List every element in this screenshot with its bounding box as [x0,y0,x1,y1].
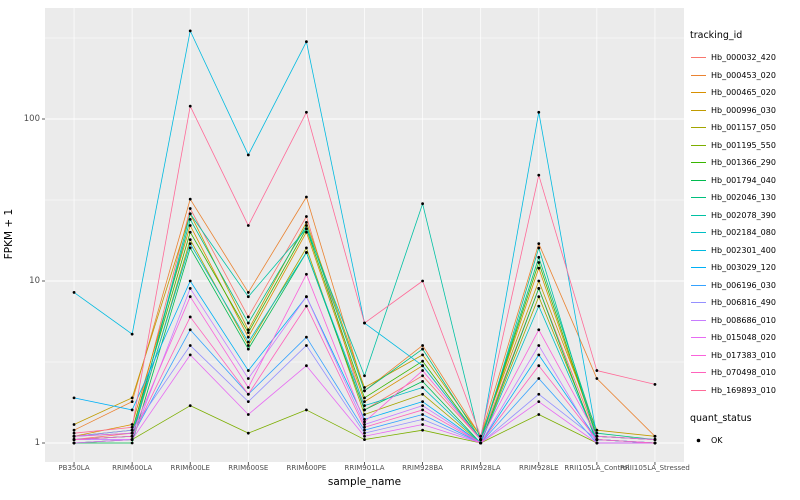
line-key-icon [691,337,706,339]
x-tick-label-RRIM600LE: RRIM600LE [170,464,210,472]
legend-item-Hb_000465_020: Hb_000465_020 [690,84,800,102]
x-axis-title: sample_name [327,476,402,488]
line-key-icon [691,372,706,374]
x-tick-label-PB350LA: PB350LA [58,464,90,472]
legend-item-Hb_002078_390: Hb_002078_390 [690,207,800,225]
x-tick-label-RRIM928LE: RRIM928LE [519,464,559,472]
legend-item-label: Hb_000996_030 [711,105,776,115]
legend-item-label: Hb_002046_130 [711,193,776,203]
line-key-icon [691,179,706,181]
data-points [72,29,657,445]
y-tick-label: 100 [23,114,40,124]
line-key-icon [691,214,706,216]
legend-item-label: Hb_006816_490 [711,298,776,308]
line-key-icon [691,267,706,269]
y-tick-label: 1 [34,438,40,448]
line-key-icon [691,249,706,251]
line-key-icon [691,162,706,164]
legend-item-Hb_001195_550: Hb_001195_550 [690,137,800,155]
legend-item-Hb_015048_020: Hb_015048_020 [690,329,800,347]
line-key-icon [691,57,706,59]
y-tick-label: 10 [29,276,40,286]
legend-item-Hb_000032_420: Hb_000032_420 [690,49,800,67]
legend-item-label: Hb_003029_120 [711,263,776,273]
x-tick-label-RRII105LA_Stressed: RRII105LA_Stressed [620,464,690,472]
legend-item-label: Hb_001366_290 [711,158,776,168]
line-key-icon [691,74,706,76]
legend-item-Hb_006816_490: Hb_006816_490 [690,294,800,312]
legend-item-label: Hb_002301_400 [711,245,776,255]
legend-item-Hb_003029_120: Hb_003029_120 [690,259,800,277]
ok-point-key-icon [696,438,701,443]
x-tick-label-RRIM928BA: RRIM928BA [402,464,443,472]
line-key-icon [691,127,706,129]
line-key-icon [691,319,706,321]
line-key-icon [691,232,706,234]
x-tick-label-RRIM600LA: RRIM600LA [112,464,153,472]
x-tick-label-RRIM600PE: RRIM600PE [286,464,327,472]
legend-item-Hb_001366_290: Hb_001366_290 [690,154,800,172]
legend-item-label: Hb_000453_020 [711,70,776,80]
x-tick-label-RRIM600SE: RRIM600SE [228,464,269,472]
legend-item-label: OK [711,436,723,446]
line-key-icon [691,197,706,199]
legend-item-label: Hb_001195_550 [711,140,776,150]
legend-item-Hb_006196_030: Hb_006196_030 [690,277,800,295]
legend-item-Hb_017383_010: Hb_017383_010 [690,347,800,365]
legend-title-tracking-id: tracking_id [690,30,743,41]
line-key-icon [691,354,706,356]
legend-item-label: Hb_002184_080 [711,228,776,238]
legend-item-label: Hb_015048_020 [711,333,776,343]
line-key-icon [691,389,706,391]
legend-item-Hb_002046_130: Hb_002046_130 [690,189,800,207]
line-key-icon [691,92,706,94]
legend-item-label: Hb_001794_040 [711,175,776,185]
legend-item-label: Hb_001157_050 [711,123,776,133]
legend-item-label: Hb_169893_010 [711,385,776,395]
legend: tracking_id Hb_000032_420 Hb_000453_020 Hb… [690,30,800,450]
axis-ticks [42,118,656,465]
line-key-icon [691,302,706,304]
line-key-icon [691,144,706,146]
x-tick-label-RRIM928LA: RRIM928LA [460,464,501,472]
y-axis-title: FPKM + 1 [3,208,15,260]
legend-item-label: Hb_070498_010 [711,368,776,378]
line-key-icon [691,284,706,286]
legend-item-Hb_008686_010: Hb_008686_010 [690,312,800,330]
legend-item-Hb_070498_010: Hb_070498_010 [690,364,800,382]
legend-item-ok: OK [690,432,800,450]
x-tick-label-RRII105LA_Control: RRII105LA_Control [564,464,630,472]
legend-item-Hb_001794_040: Hb_001794_040 [690,172,800,190]
line-key-icon [691,109,706,111]
legend-item-label: Hb_008686_010 [711,315,776,325]
legend-item-label: Hb_006196_030 [711,280,776,290]
legend-item-Hb_000996_030: Hb_000996_030 [690,102,800,120]
legend-item-Hb_002184_080: Hb_002184_080 [690,224,800,242]
legend-item-Hb_002301_400: Hb_002301_400 [690,242,800,260]
legend-item-Hb_169893_010: Hb_169893_010 [690,382,800,400]
legend-item-label: Hb_000032_420 [711,53,776,63]
legend-item-Hb_001157_050: Hb_001157_050 [690,119,800,137]
legend-items: Hb_000032_420 Hb_000453_020 Hb_000465_020 H… [690,49,800,399]
legend-title-quant-status: quant_status [690,413,752,424]
legend-item-label: Hb_017383_010 [711,350,776,360]
legend-item-Hb_000453_020: Hb_000453_020 [690,67,800,85]
legend-item-label: Hb_002078_390 [711,210,776,220]
legend-item-label: Hb_000465_020 [711,88,776,98]
x-tick-label-RRIM901LA: RRIM901LA [344,464,385,472]
